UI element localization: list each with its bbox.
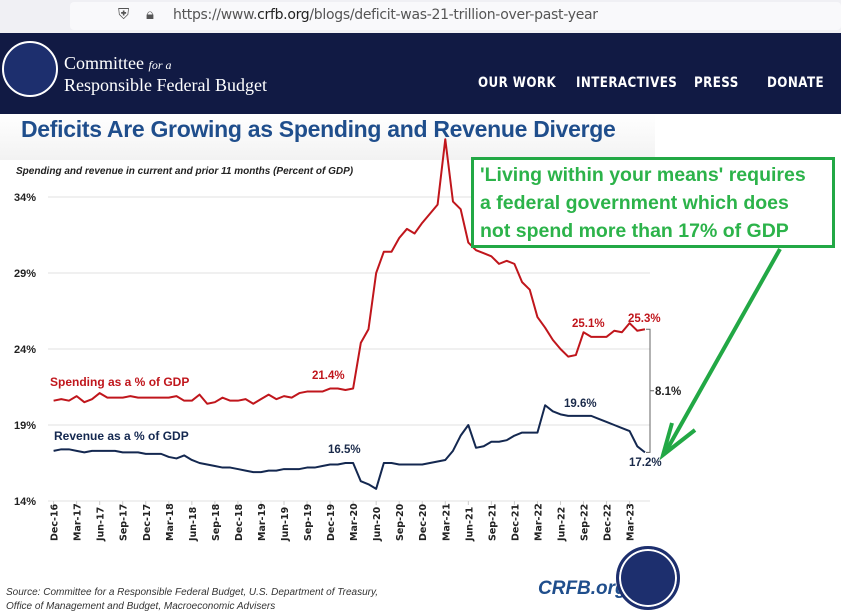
shield-icon[interactable]: ⛨ [118, 6, 130, 23]
x-tick-label: Jun-17 [96, 507, 107, 542]
y-tick-label: 19% [14, 420, 36, 432]
x-tick-label: Mar-17 [73, 503, 84, 541]
address-bar[interactable] [70, 2, 841, 30]
title-band [0, 114, 655, 160]
x-tick-label: Dec-18 [234, 503, 245, 541]
data-label: 25.3% [628, 313, 661, 325]
x-tick-label: Mar-18 [165, 503, 176, 541]
x-tick-label: Dec-21 [510, 504, 521, 541]
spending-line [53, 138, 646, 405]
crfb-brand: CRFB.org [538, 578, 627, 599]
x-tick-label: Jun-18 [188, 506, 199, 542]
x-tick-label: Dec-16 [50, 503, 61, 541]
chart-subtitle: Spending and revenue in current and prio… [16, 166, 354, 177]
site-header: Committee for a Responsible Federal Budg… [0, 33, 841, 114]
callout-arrow [663, 248, 782, 454]
legend-spending: Spending as a % of GDP [50, 375, 189, 389]
x-tick-label: Dec-20 [418, 503, 429, 541]
callout-line: 'Living within your means' requires [480, 164, 806, 186]
browser-toolbar: ⛨ 🔒︎ https://www.crfb.org/blogs/deficit-… [0, 0, 841, 33]
source-note: Source: Committee for a Responsible Fede… [6, 586, 378, 614]
x-tick-label: Mar-19 [257, 503, 268, 541]
x-tick-label: Dec-19 [326, 504, 337, 541]
x-tick-label: Jun-19 [280, 507, 291, 542]
legend-revenue: Revenue as a % of GDP [54, 429, 189, 443]
x-tick-label: Sep-18 [211, 503, 222, 541]
nav-our-work[interactable]: OUR WORK [478, 75, 557, 91]
x-tick-label: Mar-22 [533, 503, 544, 541]
callout-line: a federal government which does [480, 192, 789, 214]
x-tick-label: Mar-20 [349, 503, 360, 541]
x-tick-label: Jun-21 [464, 507, 475, 542]
nav-press[interactable]: PRESS [694, 75, 739, 91]
y-tick-label: 34% [14, 192, 36, 204]
x-tick-label: Sep-17 [119, 504, 130, 541]
x-tick-label: Sep-19 [303, 504, 314, 541]
y-tick-label: 14% [14, 496, 36, 508]
data-label: 25.1% [572, 318, 605, 330]
x-tick-label: Dec-22 [603, 504, 614, 541]
y-tick-label: 24% [14, 344, 36, 356]
gap-bracket [646, 328, 654, 453]
gap-label: 8.1% [655, 386, 681, 398]
y-tick-label: 29% [14, 268, 36, 280]
data-label: 16.5% [328, 444, 361, 456]
callout-line: not spend more than 17% of GDP [480, 220, 789, 242]
crfb-seal-icon [616, 546, 680, 610]
nav-donate[interactable]: DONATE [767, 75, 825, 91]
revenue-line [53, 404, 646, 490]
callout-box: 'Living within your means' requires a fe… [471, 157, 835, 248]
site-logo-text[interactable]: Committee for a Responsible Federal Budg… [64, 53, 267, 95]
x-tick-label: Dec-17 [142, 504, 153, 541]
x-tick-label: Sep-20 [395, 503, 406, 541]
source-line: Office of Management and Budget, Macroec… [6, 601, 276, 612]
x-tick-label: Mar-21 [441, 503, 452, 541]
crfb-logo-icon[interactable] [2, 41, 58, 97]
data-label: 19.6% [564, 398, 597, 410]
arrowhead-icon [659, 422, 697, 461]
x-tick-label: Jun-22 [556, 507, 567, 542]
data-label: 17.2% [629, 457, 662, 469]
x-tick-label: Sep-22 [580, 504, 591, 541]
x-tick-label: Mar-23 [626, 503, 637, 541]
chart-title: Deficits Are Growing as Spending and Rev… [21, 116, 616, 142]
nav-interactives[interactable]: INTERACTIVES [576, 75, 678, 91]
x-tick-label: Jun-20 [372, 506, 383, 542]
data-label: 21.4% [312, 370, 345, 382]
lock-icon[interactable]: 🔒︎ [146, 6, 154, 23]
url-text[interactable]: https://www.crfb.org/blogs/deficit-was-2… [173, 7, 598, 23]
source-line: Source: Committee for a Responsible Fede… [6, 587, 379, 598]
x-tick-label: Sep-21 [487, 504, 498, 541]
